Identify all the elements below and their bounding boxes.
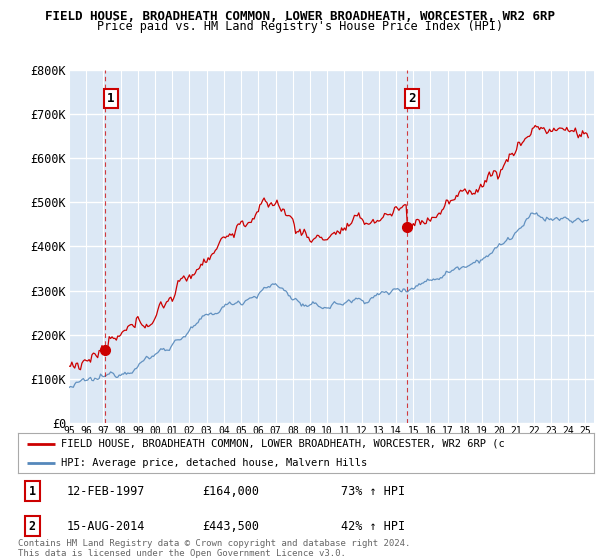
- Text: 2: 2: [29, 520, 36, 533]
- Text: Price paid vs. HM Land Registry's House Price Index (HPI): Price paid vs. HM Land Registry's House …: [97, 20, 503, 32]
- Text: 12-FEB-1997: 12-FEB-1997: [67, 485, 145, 498]
- Text: Contains HM Land Registry data © Crown copyright and database right 2024.
This d: Contains HM Land Registry data © Crown c…: [18, 539, 410, 558]
- Text: FIELD HOUSE, BROADHEATH COMMON, LOWER BROADHEATH, WORCESTER, WR2 6RP (c: FIELD HOUSE, BROADHEATH COMMON, LOWER BR…: [61, 439, 505, 449]
- Text: 15-AUG-2014: 15-AUG-2014: [67, 520, 145, 533]
- Text: FIELD HOUSE, BROADHEATH COMMON, LOWER BROADHEATH, WORCESTER, WR2 6RP: FIELD HOUSE, BROADHEATH COMMON, LOWER BR…: [45, 10, 555, 22]
- Text: 1: 1: [29, 485, 36, 498]
- Text: 42% ↑ HPI: 42% ↑ HPI: [341, 520, 404, 533]
- Text: £164,000: £164,000: [202, 485, 259, 498]
- Text: 2: 2: [408, 92, 416, 105]
- Text: 73% ↑ HPI: 73% ↑ HPI: [341, 485, 404, 498]
- Text: £443,500: £443,500: [202, 520, 259, 533]
- Text: 1: 1: [107, 92, 115, 105]
- Text: HPI: Average price, detached house, Malvern Hills: HPI: Average price, detached house, Malv…: [61, 458, 367, 468]
